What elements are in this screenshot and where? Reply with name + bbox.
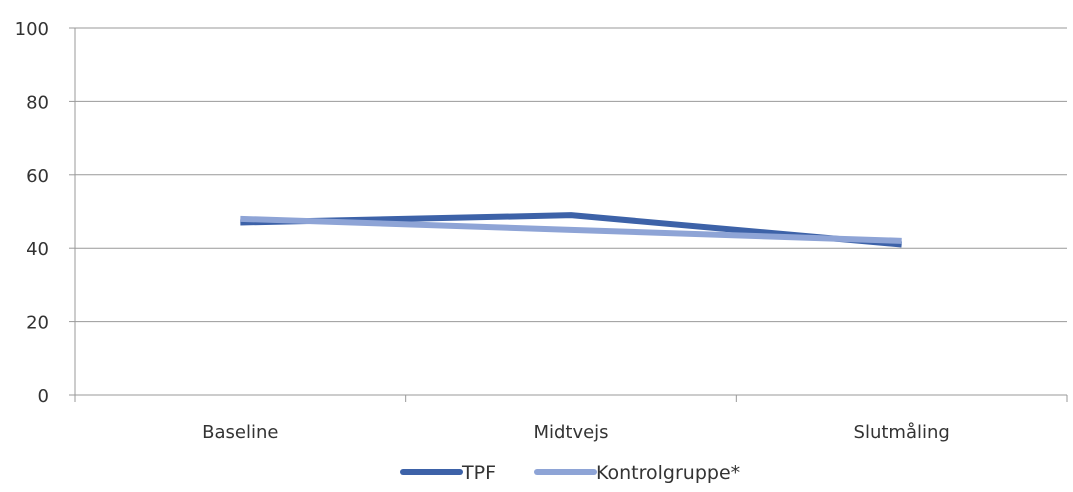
x-tick-label: Baseline [202,422,278,443]
y-tick-label: 80 [26,92,49,113]
y-tick-label: 40 [26,239,49,260]
x-tick-label: Slutmåling [854,422,950,443]
x-tick-label: Midtvejs [533,422,608,443]
gridlines [75,27,1067,323]
y-tick-label: 60 [26,166,49,187]
series-lines [240,212,902,248]
legend: TPF Kontrolgruppe* [400,462,740,484]
legend-label-0: TPF [461,462,496,484]
legend-label-1: Kontrolgruppe* [596,462,740,484]
y-tick-label: 20 [26,313,49,334]
y-tick-label: 100 [15,19,49,40]
y-tick-label: 0 [38,386,49,407]
axes [69,27,1068,402]
series-line-1 [240,215,902,244]
tick-labels: 0 20 40 60 80 100 Baseline Midtvejs Slutmåling [15,19,950,443]
